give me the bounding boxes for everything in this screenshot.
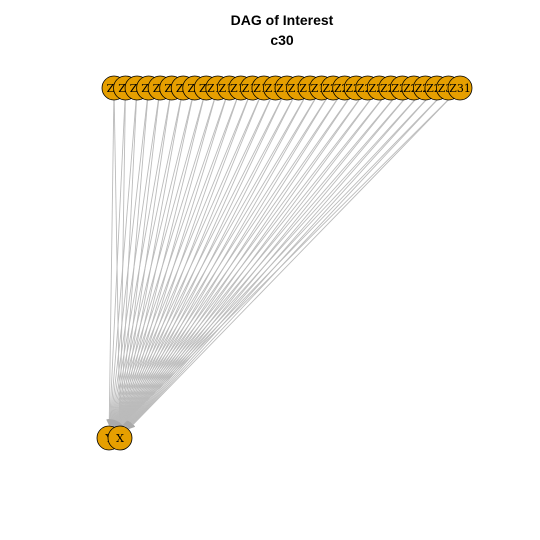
edge-z23-to-y	[116, 97, 361, 429]
edge-z15-to-y	[114, 98, 271, 427]
edge-z29-to-y	[117, 96, 430, 429]
edge-z24-to-y	[116, 97, 373, 429]
edge-z1-to-y	[106, 99, 115, 426]
edge-z14-to-y	[113, 98, 260, 427]
edge-z17-to-y	[114, 98, 294, 428]
edge-z30-to-y	[117, 96, 441, 430]
edge-z16-to-y	[114, 98, 282, 427]
edge-z18-to-y	[115, 98, 305, 428]
node-z31: Z31	[447, 75, 473, 101]
edge-z7-to-y	[109, 99, 182, 426]
edge-z20-to-y	[115, 97, 328, 428]
diagram-title: DAG of Interest	[231, 12, 334, 28]
node-layer: Z1Z2Z3Z4Z5Z6Z7Z8Z9Z10Z11Z12Z13Z14Z15Z16Z…	[96, 75, 473, 451]
edge-z31-to-x	[128, 96, 452, 430]
edge-z6-to-y	[109, 99, 170, 426]
node-circle	[447, 75, 473, 101]
edge-z21-to-y	[115, 97, 339, 428]
edge-z8-to-y	[110, 99, 193, 426]
edge-z22-to-y	[116, 97, 350, 428]
edge-z13-to-y	[113, 98, 249, 427]
edge-z28-to-y	[117, 96, 418, 429]
edge-z3-to-y	[107, 99, 137, 426]
edge-z2-to-y	[106, 99, 126, 426]
edge-z19-to-y	[115, 98, 316, 428]
node-label: X	[116, 432, 124, 445]
node-circle	[107, 425, 133, 451]
edge-z27-to-y	[117, 96, 407, 429]
edge-z12-to-y	[112, 99, 238, 427]
node-label: Z31	[449, 82, 471, 95]
edge-z31-to-y	[117, 96, 452, 430]
diagram-subtitle: c30	[270, 32, 294, 48]
edge-z26-to-y	[116, 96, 395, 429]
edge-z11-to-y	[112, 99, 226, 427]
edge-z9-to-y	[110, 99, 204, 427]
edge-z25-to-y	[116, 97, 384, 429]
edge-layer	[106, 96, 452, 430]
edge-z5-to-y	[108, 99, 159, 426]
node-x: X	[107, 425, 133, 451]
edge-z4-to-y	[107, 99, 148, 426]
edge-z10-to-y	[111, 99, 215, 427]
